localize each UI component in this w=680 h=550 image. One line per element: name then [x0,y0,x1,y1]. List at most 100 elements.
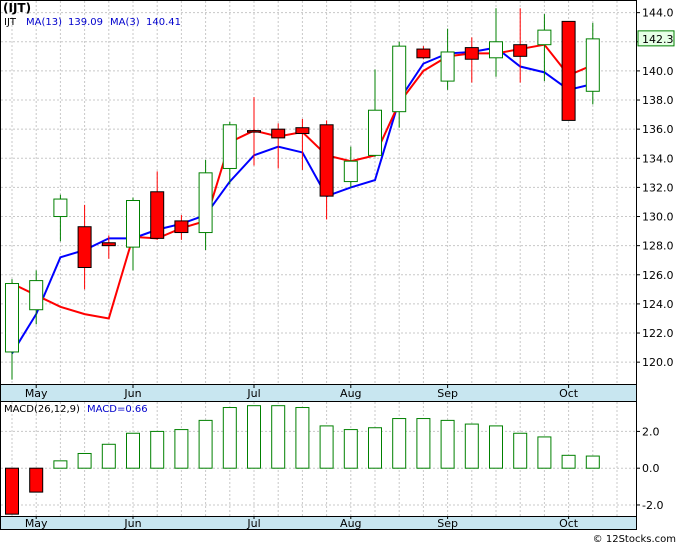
candle-body-up [585,38,600,92]
candle-body-down [271,128,286,139]
candle [174,215,189,240]
macd-legend: MACD(26,12,9) MACD=0.66 [4,404,148,415]
candle [368,69,382,157]
price-y-tick-label: 132.0 [642,181,674,194]
ma13-legend-value: 139.09 [68,17,103,28]
candle [222,121,237,185]
price-x-axis-bar [0,384,637,402]
macd-legend-value: MACD=0.66 [87,404,148,415]
price-y-tick-label: 138.0 [642,94,674,107]
month-label: May [25,517,48,530]
macd-y-tick-label: -2.0 [642,499,663,512]
macd-bar-positive [198,419,213,469]
candle [101,235,116,259]
watermark: © 12Stocks.com [593,534,676,545]
month-label: Oct [559,517,579,530]
candle [392,41,407,128]
candle [440,28,455,90]
candle [416,46,431,60]
macd-bar-positive [489,425,503,469]
macd-bar-positive [222,407,237,469]
price-y-tick-label: 128.0 [642,240,674,253]
price-panel-frame [0,0,637,385]
candle-body-up [489,41,503,59]
macd-bar-positive [319,425,334,469]
candle-body-up [53,198,68,218]
macd-bar-positive [513,432,528,469]
last-price-badge-box [637,30,675,47]
candle-body-down [247,130,261,133]
month-label: Jul [246,517,260,530]
price-y-tick-label: 130.0 [642,211,674,224]
ma3-legend-label: MA(3) [110,17,140,28]
month-label: Sep [437,387,458,400]
candle [343,146,358,188]
candle [126,197,140,271]
candle [295,118,310,170]
candle-body-down [101,242,116,247]
candle [5,279,19,380]
last-price-badge-text: 142.3 [642,33,674,46]
candle-body-up [368,109,382,156]
macd-bar-positive [126,432,140,469]
macd-bar-positive [174,429,189,469]
candle-body-down [319,124,334,197]
candle-body-down [174,220,189,234]
macd-bar-positive [561,454,576,469]
price-y-axis: 120.0 122.0 124.0 126.0 128.0 130.0 132.0 134.0… [636,7,674,369]
candlestick-series [5,8,600,380]
ma3-legend-value: 140.41 [146,17,181,28]
price-y-tick-label: 136.0 [642,123,674,136]
month-label: May [25,387,48,400]
price-y-tick-label: 126.0 [642,269,674,282]
macd-bar-positive [464,423,479,469]
macd-bar-series [5,405,600,515]
candle [319,120,334,220]
price-grid [1,1,636,384]
macd-bar-positive [101,443,116,469]
candle [29,270,44,325]
macd-y-tick-label: 0.0 [642,462,660,475]
macd-bar-positive [440,419,455,469]
month-label: Aug [340,387,361,400]
macd-legend-label: MACD(26,12,9) [4,404,80,415]
price-y-tick-label: 124.0 [642,298,674,311]
macd-bar-negative [29,467,44,493]
candle-body-up [29,280,44,311]
candle-body-up [440,51,455,82]
candle-body-up [392,45,407,113]
macd-bar-positive [416,418,431,469]
candle-body-up [343,160,358,183]
candle [561,20,576,121]
price-y-tick-label: 144.0 [642,7,674,20]
price-y-tick-label: 120.0 [642,356,674,369]
candle-body-down [513,44,528,57]
price-grid-tag: IJT [4,17,17,28]
macd-bar-positive [368,427,382,469]
candle-body-down [77,226,92,268]
candle [53,194,68,242]
price-y-tick-label: 140.0 [642,65,674,78]
candle [271,123,286,169]
candle [489,8,503,77]
price-x-axis-labels: May Jun Jul Aug Sep Oct [25,384,579,400]
macd-bar-positive [343,429,358,469]
candle [77,204,92,290]
candle [537,14,552,82]
candle-body-down [464,47,479,60]
candle [198,159,213,251]
macd-bar-positive [271,405,286,469]
month-label: Jun [123,387,141,400]
macd-bar-positive [537,436,552,469]
ticker-label: (IJT) [3,1,31,15]
macd-y-axis: 2.0 0.0 -2.0 [636,425,663,512]
month-label: Jun [123,517,141,530]
last-price-badge: 142.3 [637,30,675,47]
price-y-tick-label: 122.0 [642,327,674,340]
price-y-tick-label: 134.0 [642,152,674,165]
month-label: Sep [437,517,458,530]
macd-bar-positive [247,405,261,469]
macd-x-axis-labels: May Jun Jul Aug Sep Oct [25,516,579,530]
candle [247,97,261,166]
